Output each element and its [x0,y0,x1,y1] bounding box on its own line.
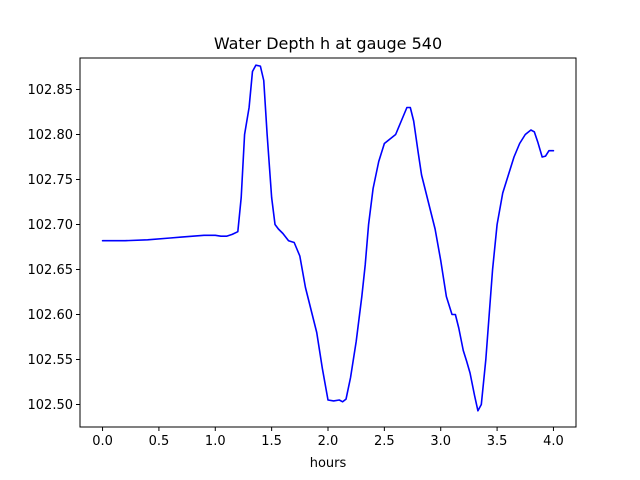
y-tick-label: 102.65 [28,263,74,278]
y-tick-label: 102.85 [28,83,74,98]
x-tick-label: 1.5 [261,434,282,449]
y-tick-label: 102.75 [28,173,74,188]
y-tick-label: 102.70 [28,218,74,233]
y-tick-label: 102.55 [28,353,74,368]
x-tick-label: 3.5 [487,434,508,449]
x-tick-label: 4.0 [543,434,564,449]
y-tick-label: 102.80 [28,128,74,143]
plot-area: 0.0 0.5 1.0 1.5 2.0 2.5 3.0 3.5 4.0 102.50 102.55 1… [28,57,577,449]
chart-title: Water Depth h at gauge 540 [214,34,442,53]
series-line-1 [101,64,555,412]
x-tick-label: 3.0 [430,434,451,449]
x-tick-label: 2.5 [374,434,395,449]
y-tick-label: 102.50 [28,398,74,413]
y-tick-label: 102.60 [28,308,74,323]
plot-frame [79,57,577,428]
x-tick-label: 2.0 [318,434,339,449]
x-tick-label: 1.0 [205,434,226,449]
x-tick-label: 0.5 [149,434,170,449]
x-axis-label: hours [310,456,347,471]
x-tick-label: 0.0 [92,434,113,449]
